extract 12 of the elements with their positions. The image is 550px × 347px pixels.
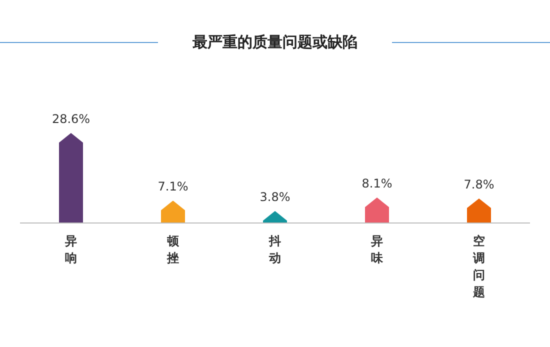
bar bbox=[59, 133, 83, 223]
x-tick-label: 顿挫 bbox=[166, 234, 180, 265]
data-label: 7.8% bbox=[464, 177, 494, 192]
chart-title: 最严重的质量问题或缺陷 bbox=[192, 33, 358, 52]
data-label: 28.6% bbox=[52, 112, 90, 126]
x-tick-label: 抖动 bbox=[268, 234, 281, 265]
data-label: 3.8% bbox=[260, 190, 290, 204]
x-tick-label: 空调问题 bbox=[472, 234, 485, 299]
x-tick-label: 异味 bbox=[370, 234, 384, 265]
x-tick-label: 异响 bbox=[64, 234, 77, 265]
data-label: 7.1% bbox=[158, 180, 188, 194]
data-label: 8.1% bbox=[362, 176, 392, 191]
